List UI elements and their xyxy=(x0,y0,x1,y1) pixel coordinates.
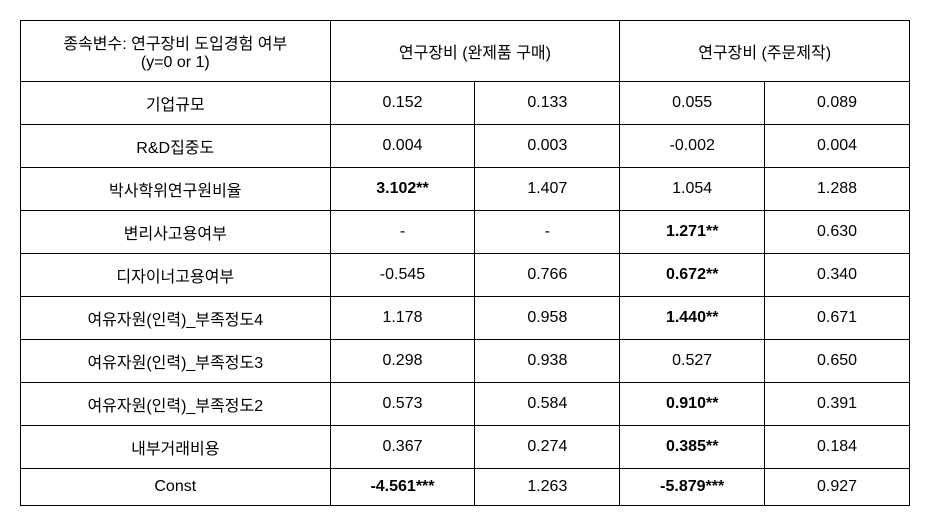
table-row: 디자이너고용여부-0.5450.7660.672**0.340 xyxy=(21,254,910,297)
cell-value: 1.054 xyxy=(620,168,765,211)
cell-value: 0.184 xyxy=(765,426,910,469)
cell-value: 1.263 xyxy=(475,469,620,506)
cell-value: - xyxy=(475,211,620,254)
cell-value: 0.089 xyxy=(765,82,910,125)
cell-value: 1.178 xyxy=(330,297,475,340)
cell-value: 0.391 xyxy=(765,383,910,426)
table-body: 기업규모0.1520.1330.0550.089R&D집중도0.0040.003… xyxy=(21,82,910,506)
cell-value: 0.584 xyxy=(475,383,620,426)
cell-value: -0.002 xyxy=(620,125,765,168)
cell-value: 0.938 xyxy=(475,340,620,383)
cell-value: 0.004 xyxy=(330,125,475,168)
header-depvar: 종속변수: 연구장비 도입경험 여부 (y=0 or 1) xyxy=(21,21,331,82)
cell-value: 0.910** xyxy=(620,383,765,426)
row-label: 기업규모 xyxy=(21,82,331,125)
cell-value: 0.133 xyxy=(475,82,620,125)
cell-value: 0.630 xyxy=(765,211,910,254)
cell-value: 0.671 xyxy=(765,297,910,340)
cell-value: 0.367 xyxy=(330,426,475,469)
table-row: 여유자원(인력)_부족정도30.2980.9380.5270.650 xyxy=(21,340,910,383)
header-depvar-line1: 종속변수: 연구장비 도입경험 여부 xyxy=(29,30,322,54)
row-label: 변리사고용여부 xyxy=(21,211,331,254)
cell-value: 1.288 xyxy=(765,168,910,211)
header-group-1: 연구장비 (완제품 구매) xyxy=(330,21,620,82)
cell-value: -5.879*** xyxy=(620,469,765,506)
row-label: 내부거래비용 xyxy=(21,426,331,469)
row-label: 디자이너고용여부 xyxy=(21,254,331,297)
cell-value: 0.298 xyxy=(330,340,475,383)
cell-value: -4.561*** xyxy=(330,469,475,506)
cell-value: 0.340 xyxy=(765,254,910,297)
table-row: 기업규모0.1520.1330.0550.089 xyxy=(21,82,910,125)
header-group-2: 연구장비 (주문제작) xyxy=(620,21,910,82)
cell-value: 0.573 xyxy=(330,383,475,426)
row-label: 여유자원(인력)_부족정도2 xyxy=(21,383,331,426)
cell-value: 0.672** xyxy=(620,254,765,297)
cell-value: 0.004 xyxy=(765,125,910,168)
cell-value: 1.407 xyxy=(475,168,620,211)
row-label: 여유자원(인력)_부족정도3 xyxy=(21,340,331,383)
table-row: R&D집중도0.0040.003-0.0020.004 xyxy=(21,125,910,168)
cell-value: - xyxy=(330,211,475,254)
cell-value: 1.440** xyxy=(620,297,765,340)
row-label: R&D집중도 xyxy=(21,125,331,168)
table-row: 여유자원(인력)_부족정도41.1780.9581.440**0.671 xyxy=(21,297,910,340)
cell-value: 0.152 xyxy=(330,82,475,125)
cell-value: 3.102** xyxy=(330,168,475,211)
row-label: 박사학위연구원비율 xyxy=(21,168,331,211)
table-header-row: 종속변수: 연구장비 도입경험 여부 (y=0 or 1) 연구장비 (완제품 … xyxy=(21,21,910,82)
cell-value: 0.274 xyxy=(475,426,620,469)
cell-value: 0.958 xyxy=(475,297,620,340)
cell-value: 0.766 xyxy=(475,254,620,297)
cell-value: 0.527 xyxy=(620,340,765,383)
header-depvar-line2: (y=0 or 1) xyxy=(29,54,322,72)
cell-value: 0.927 xyxy=(765,469,910,506)
cell-value: 1.271** xyxy=(620,211,765,254)
table-row: 변리사고용여부--1.271**0.630 xyxy=(21,211,910,254)
table-row: 내부거래비용0.3670.2740.385**0.184 xyxy=(21,426,910,469)
cell-value: 0.650 xyxy=(765,340,910,383)
row-label: 여유자원(인력)_부족정도4 xyxy=(21,297,331,340)
cell-value: 0.385** xyxy=(620,426,765,469)
table-row: 여유자원(인력)_부족정도20.5730.5840.910**0.391 xyxy=(21,383,910,426)
cell-value: 0.003 xyxy=(475,125,620,168)
row-label: Const xyxy=(21,469,331,506)
cell-value: -0.545 xyxy=(330,254,475,297)
table-row: Const-4.561***1.263-5.879***0.927 xyxy=(21,469,910,506)
regression-table: 종속변수: 연구장비 도입경험 여부 (y=0 or 1) 연구장비 (완제품 … xyxy=(20,20,910,506)
cell-value: 0.055 xyxy=(620,82,765,125)
table-row: 박사학위연구원비율3.102**1.4071.0541.288 xyxy=(21,168,910,211)
